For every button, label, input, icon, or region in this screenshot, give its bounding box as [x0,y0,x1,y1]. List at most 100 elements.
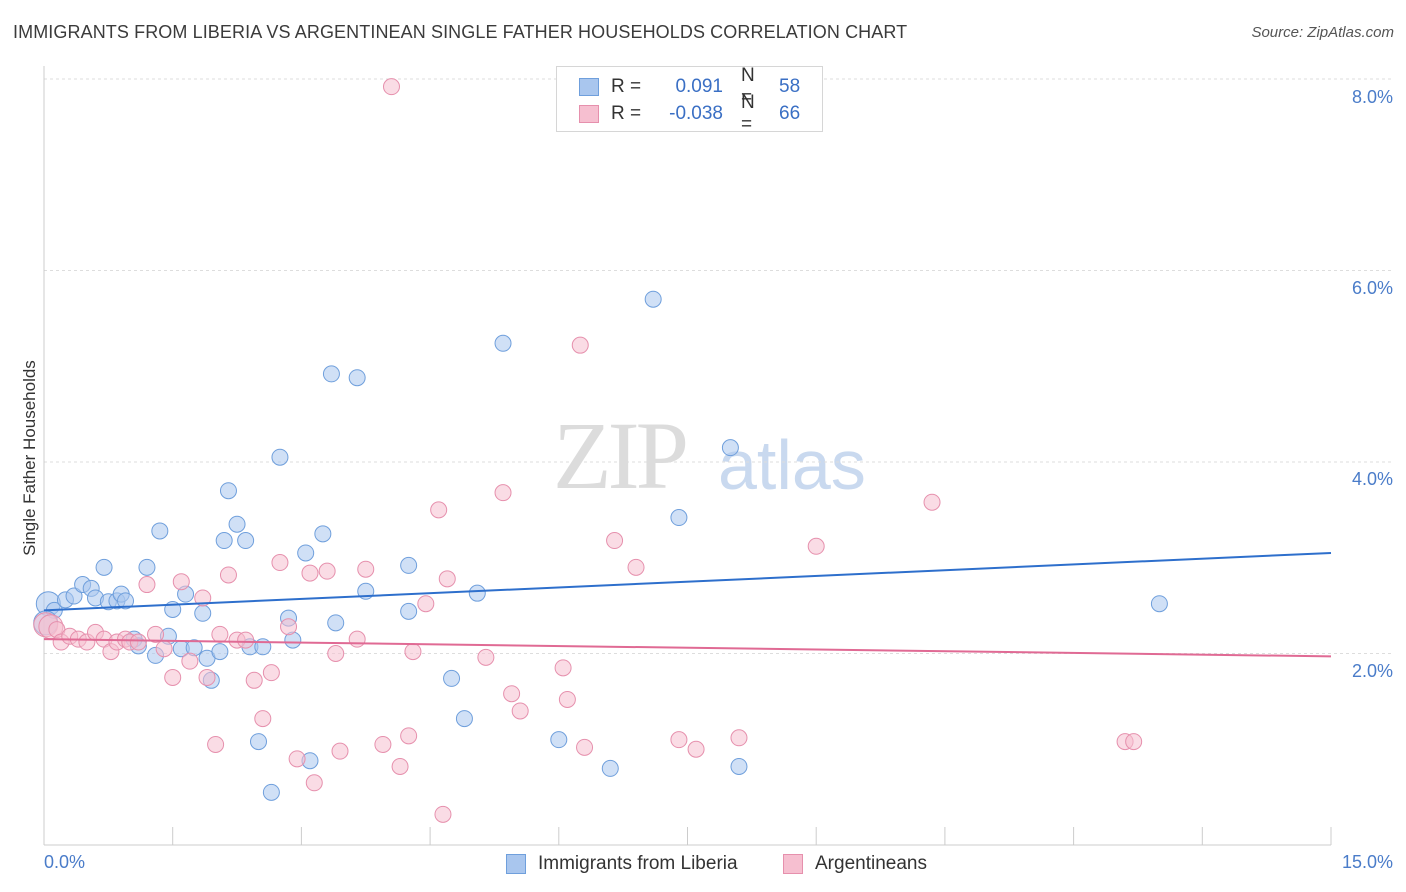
liberia-swatch [579,78,599,96]
legend-label-argentineans: Argentineans [815,853,927,874]
watermark-zip: ZIP [553,402,689,509]
liberia-point [65,587,83,605]
chart-title: IMMIGRANTS FROM LIBERIA VS ARGENTINEAN S… [13,22,908,42]
argentineans-point [670,731,688,749]
x-tick-min: 0.0% [44,852,86,872]
argentineans-point [438,570,456,588]
argentineans-point [576,738,594,756]
liberia-point [644,290,662,308]
legend-label-liberia: Immigrants from Liberia [538,853,738,874]
argentineans-point [400,727,418,745]
liberia-point [494,334,512,352]
argentineans-point [511,702,529,720]
liberia-point [1150,595,1168,613]
liberia-point [194,604,212,622]
liberia-point [228,515,246,533]
argentineans-point [305,774,323,792]
r-value: 0.091 [675,76,723,97]
argentineans-point [318,562,336,580]
y-tick-2: 2.0% [1351,661,1393,681]
n-label: N = [741,92,755,135]
liberia-point [348,369,366,387]
liberia-point [550,731,568,749]
liberia-point [400,602,418,620]
argentineans-point [417,595,435,613]
argentineans-point [807,537,825,555]
liberia-point [468,584,486,602]
y-tick-4: 4.0% [1351,469,1393,489]
y-tick-6: 6.0% [1351,278,1393,298]
liberia-point [670,509,688,527]
x-tick-max: 15.0% [1341,852,1393,872]
liberia-point [314,525,332,543]
stats-legend: R = 0.091 N = 58 R = -0.038 N = 66 [556,65,823,135]
argentineans-point [172,573,190,591]
liberia-point [400,556,418,574]
liberia-point [271,448,289,466]
argentineans-point [138,576,156,594]
chart-source: Source: ZipAtlas.com [1251,24,1394,41]
argentineans-point [164,668,182,686]
argentineans-point [181,652,199,670]
argentineans-point [477,648,495,666]
liberia-point [455,710,473,728]
r-value: -0.038 [669,103,723,124]
argentineans-point [245,671,263,689]
argentineans-point [430,501,448,519]
liberia-point [250,733,267,751]
argentineans-point [262,664,280,682]
argentineans-point [147,625,165,643]
series-legend: Immigrants from Liberia Argentineans [0,850,1406,878]
r-label: R = [611,76,642,97]
liberia-point [138,558,156,576]
liberia-trend-line [43,551,1332,612]
argentineans-point [219,566,237,584]
liberia-point [117,592,135,610]
legend-item-liberia[interactable]: Immigrants from Liberia [506,853,738,875]
n-label: N = [741,65,755,108]
argentineans-point [194,589,212,607]
argentineans-point [404,643,422,661]
argentineans-point [434,805,452,823]
liberia-point [95,558,113,576]
argentineans-point [494,484,512,502]
argentineans-point [730,729,748,747]
argentineans-point [391,757,409,775]
argentineans-point [503,685,521,703]
r-label: R = [611,103,642,124]
liberia-point [237,532,255,550]
y-axis-label: Single Father Households [20,360,39,556]
argentineans-point [558,690,576,708]
liberia-legend-swatch [506,854,526,874]
n-value: 58 [779,76,801,97]
argentineans-point [280,618,298,636]
liberia-point [721,439,739,457]
argentineans-point [254,710,272,728]
liberia-point [211,643,229,661]
argentineans-point [207,735,225,753]
argentineans-point [627,558,645,576]
argentineans-point [374,735,392,753]
argentineans-point [348,630,366,648]
liberia-point [327,614,345,632]
argentineans-point [271,554,289,572]
argentineans-point [687,740,705,758]
legend-item-argentineans[interactable]: Argentineans [783,853,927,875]
liberia-point [215,532,233,550]
stats-row-liberia: R = 0.091 N = 58 [579,65,801,108]
argentineans-swatch [579,105,599,123]
argentineans-point [606,532,624,550]
argentineans-legend-swatch [783,854,803,874]
argentineans-point [554,659,572,677]
argentineans-point [331,742,349,760]
argentineans-point [288,750,306,768]
liberia-point [601,759,619,777]
argentineans-point [357,560,375,578]
watermark-atlas: atlas [718,426,866,504]
stats-row-argentineans: R = -0.038 N = 66 [579,92,801,135]
argentineans-point [301,564,319,582]
liberia-point [730,757,748,775]
liberia-point [219,482,237,500]
n-value: 66 [779,103,801,124]
